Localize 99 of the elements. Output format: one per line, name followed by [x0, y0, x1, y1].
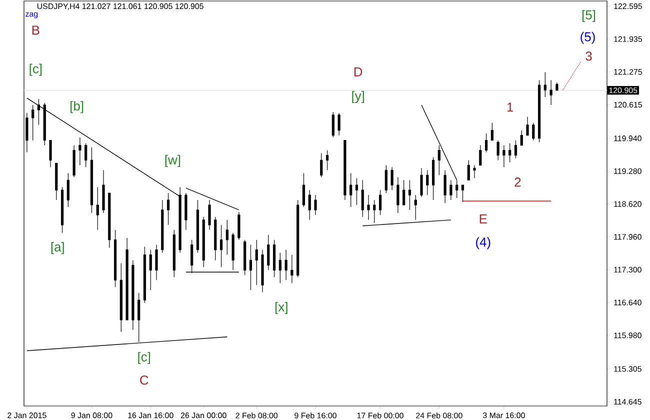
candlestick	[102, 170, 105, 214]
candlestick	[402, 180, 406, 206]
annotation: [w]	[165, 154, 180, 168]
annotation: [b]	[70, 101, 84, 114]
candlestick	[196, 200, 200, 254]
annotation: [c]	[138, 352, 150, 364]
candlestick	[172, 230, 176, 278]
candlestick	[361, 180, 364, 218]
candlestick	[496, 140, 500, 161]
candlestick	[544, 72, 546, 98]
candlestick	[367, 194, 370, 220]
annotation: 1	[507, 102, 513, 112]
candlestick	[384, 164, 388, 194]
candlestick	[479, 144, 482, 166]
annotation: 3	[586, 51, 592, 61]
annotation: [c]	[30, 64, 42, 76]
candlestick	[550, 80, 552, 106]
candlestick	[408, 180, 412, 210]
candlestick	[308, 190, 311, 220]
candlestick	[149, 249, 152, 290]
annotation: [x]	[275, 302, 288, 314]
candlestick	[467, 160, 470, 180]
candlestick	[278, 252, 282, 284]
candlestick	[132, 260, 134, 330]
candlestick	[60, 186, 64, 234]
annotation: (5)	[580, 32, 595, 44]
candlestick	[84, 142, 88, 168]
annotation: [5]	[582, 10, 596, 22]
candlestick	[66, 172, 70, 208]
candlestick	[438, 144, 440, 176]
candlestick	[244, 240, 246, 276]
candlestick	[214, 216, 217, 261]
candlestick	[284, 249, 288, 280]
annotation: E	[480, 214, 487, 224]
candlestick	[473, 164, 476, 178]
candlestick	[220, 224, 223, 268]
candlestick	[114, 230, 117, 288]
candlestick	[350, 172, 352, 208]
candlestick	[296, 200, 300, 278]
candlestick	[166, 192, 170, 226]
annotation: C	[140, 375, 148, 385]
candlestick	[538, 80, 541, 143]
candlestick	[432, 156, 435, 200]
candlestick	[344, 140, 346, 200]
candlestick	[267, 234, 270, 270]
candlestick	[143, 246, 146, 304]
annotation: (4)	[476, 237, 490, 250]
candlestick	[556, 82, 558, 91]
candlestick	[155, 244, 158, 280]
candlestick	[484, 133, 488, 153]
annotation: B	[32, 26, 40, 35]
candlestick	[108, 192, 111, 248]
candlestick	[202, 216, 205, 268]
annotation: 2	[514, 178, 521, 187]
candlestick	[126, 238, 128, 320]
candlestick	[49, 140, 52, 168]
candlestick	[444, 170, 446, 204]
candlestick	[461, 184, 464, 202]
candlestick	[55, 162, 58, 200]
candlestick	[249, 244, 252, 290]
candlestick	[96, 186, 99, 230]
candlestick	[232, 232, 234, 270]
candlestick	[255, 240, 258, 286]
candlestick	[43, 102, 46, 146]
annotation: D	[354, 67, 362, 76]
annotation: [a]	[51, 242, 64, 254]
candlestick	[396, 176, 400, 214]
candlestick	[332, 112, 334, 138]
candlestick	[526, 116, 529, 136]
candlestick	[326, 150, 329, 170]
candlestick	[338, 112, 340, 136]
candlestick	[290, 254, 294, 284]
candlestick	[508, 142, 512, 163]
candlestick	[420, 168, 423, 198]
candlestick	[272, 240, 276, 278]
candlestick	[78, 137, 82, 166]
candlestick	[120, 262, 122, 332]
candlestick	[514, 140, 518, 159]
candlestick	[314, 194, 317, 216]
candlestick	[490, 122, 494, 141]
candlestick	[320, 152, 323, 178]
candlestick	[161, 200, 164, 254]
candlestick	[532, 122, 535, 141]
annotation: [y]	[352, 90, 364, 104]
candlestick	[378, 190, 382, 216]
candlestick	[226, 220, 228, 256]
candlestick	[450, 180, 452, 200]
candlestick	[520, 130, 523, 146]
candlestick	[90, 146, 94, 214]
candlestick	[184, 192, 188, 230]
candlestick	[72, 144, 76, 178]
candlestick	[261, 249, 264, 292]
candlestick	[302, 172, 306, 208]
candlestick	[390, 166, 394, 190]
candlestick	[502, 144, 506, 168]
candlestick	[414, 194, 417, 220]
candlestick	[32, 104, 34, 141]
candlestick	[355, 178, 358, 206]
candlestick	[426, 170, 429, 196]
